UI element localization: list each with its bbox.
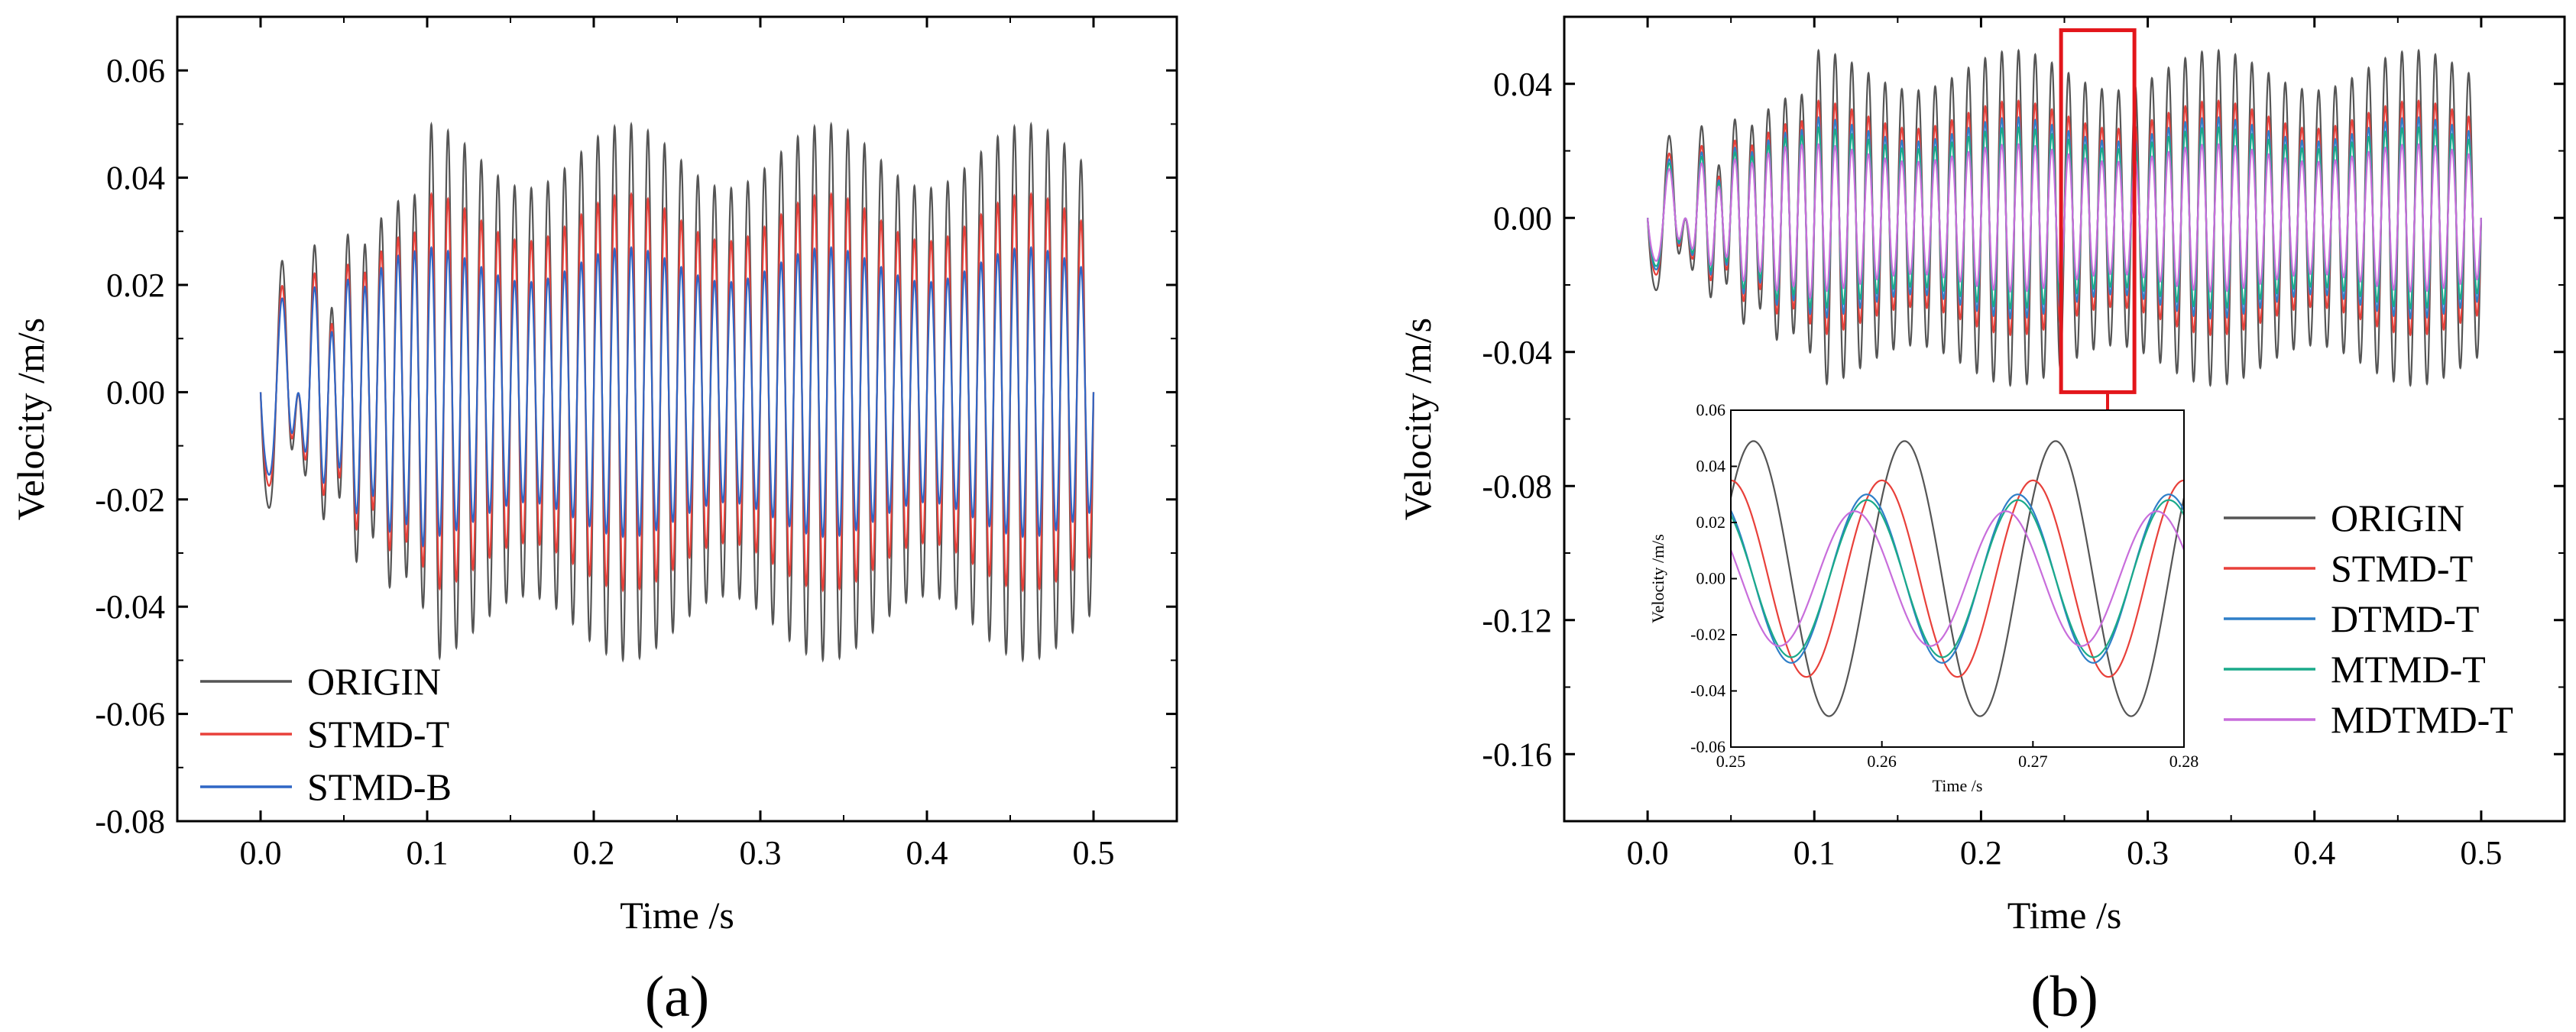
series-line-mdtmd-t xyxy=(1646,143,2483,299)
x-tick-label: 0.4 xyxy=(2293,834,2335,872)
legend-label-dtmd-t: DTMD-T xyxy=(2331,597,2479,640)
y-tick-label: 0.00 xyxy=(1493,199,1552,237)
x-axis-title: Time /s xyxy=(620,894,734,937)
x-tick-label: 0.3 xyxy=(2127,834,2169,872)
inset-x-tick-label: 0.28 xyxy=(2169,752,2199,771)
inset-y-tick-label: 0.04 xyxy=(1696,457,1726,476)
y-tick-label: -0.06 xyxy=(95,696,165,733)
series-line-stmd-b xyxy=(259,245,1095,548)
inset-series-line-mdtmd-t xyxy=(1731,510,2184,647)
panel-label: (a) xyxy=(645,965,709,1029)
panel-a: 0.0 0.1 0.2 0.3 0.4 0.5 -0.08 -0.06 -0.04 -0.02 0.… xyxy=(9,15,1178,1029)
inset-x-tick-label: 0.25 xyxy=(1716,752,1746,771)
legend-label-origin: ORIGIN xyxy=(307,660,441,703)
legend-label-origin: ORIGIN xyxy=(2331,497,2464,539)
inset-x-tick-label: 0.26 xyxy=(1867,752,1897,771)
legend-label-stmd-t: STMD-T xyxy=(2331,547,2473,590)
y-tick-label: 0.04 xyxy=(106,160,165,197)
inset-y-tick-label: -0.06 xyxy=(1690,737,1725,756)
x-tick-label: 0.2 xyxy=(1960,834,2002,872)
legend-label-mdtmd-t: MDTMD-T xyxy=(2331,698,2513,741)
inset-y-tick-label: 0.02 xyxy=(1696,513,1726,532)
y-tick-label: -0.12 xyxy=(1482,602,1552,639)
inset-series-line-origin xyxy=(1731,440,2184,717)
inset-y-tick-label: 0.00 xyxy=(1696,569,1726,588)
y-tick-label: 0.04 xyxy=(1493,66,1552,103)
y-tick-label: -0.02 xyxy=(95,481,165,519)
highlight-box xyxy=(2059,28,2137,394)
x-tick-label: 0.3 xyxy=(740,834,782,872)
x-tick-label: 0.5 xyxy=(2460,834,2502,872)
y-tick-label: 0.00 xyxy=(106,374,165,411)
inset-series-line-dtmd-t xyxy=(1731,493,2184,664)
x-tick-label: 0.0 xyxy=(1627,834,1669,872)
x-tick-label: 0.5 xyxy=(1073,834,1115,872)
x-tick-label: 0.0 xyxy=(240,834,282,872)
x-tick-label: 0.1 xyxy=(1793,834,1836,872)
inset-background xyxy=(1731,410,2184,747)
x-tick-label: 0.2 xyxy=(573,834,615,872)
y-axis-title: Velocity /m/s xyxy=(1396,318,1439,520)
legend-label-stmd-b: STMD-B xyxy=(307,765,452,808)
inset-y-axis-title: Velocity /m/s xyxy=(1648,534,1667,623)
y-axis-title: Velocity /m/s xyxy=(9,318,52,520)
y-tick-label: -0.04 xyxy=(1482,334,1552,371)
x-axis-title: Time /s xyxy=(2007,894,2122,937)
inset-y-tick-label: -0.04 xyxy=(1690,681,1725,700)
y-tick-label: -0.08 xyxy=(95,803,165,840)
x-tick-label: 0.1 xyxy=(407,834,449,872)
inset-x-tick-label: 0.27 xyxy=(2018,752,2048,771)
y-tick-label: -0.16 xyxy=(1482,736,1552,773)
panel-label: (b) xyxy=(2030,965,2098,1029)
y-tick-label: 0.02 xyxy=(106,267,165,304)
inset-series-line-mtmd-t xyxy=(1731,499,2184,658)
legend-label-mtmd-t: MTMD-T xyxy=(2331,648,2486,691)
inset-plot: 0.25 0.26 0.27 0.28 -0.06 -0.04 -0.02 0.00 0.02 0… xyxy=(1648,400,2199,795)
inset-y-tick-label: 0.06 xyxy=(1696,400,1726,419)
y-tick-label: 0.06 xyxy=(106,52,165,89)
inset-x-axis-title: Time /s xyxy=(1933,776,1983,795)
panel-b: 0.0 0.1 0.2 0.3 0.4 0.5-0.16-0.12-0.08-0.040.… xyxy=(1396,15,2566,1029)
y-tick-label: -0.08 xyxy=(1482,467,1552,505)
x-tick-label: 0.4 xyxy=(906,834,948,872)
y-tick-label: -0.04 xyxy=(95,588,165,626)
inset-y-tick-label: -0.02 xyxy=(1690,625,1725,644)
inset-series-line-stmd-t xyxy=(1731,479,2184,678)
legend-label-stmd-t: STMD-T xyxy=(307,713,449,755)
